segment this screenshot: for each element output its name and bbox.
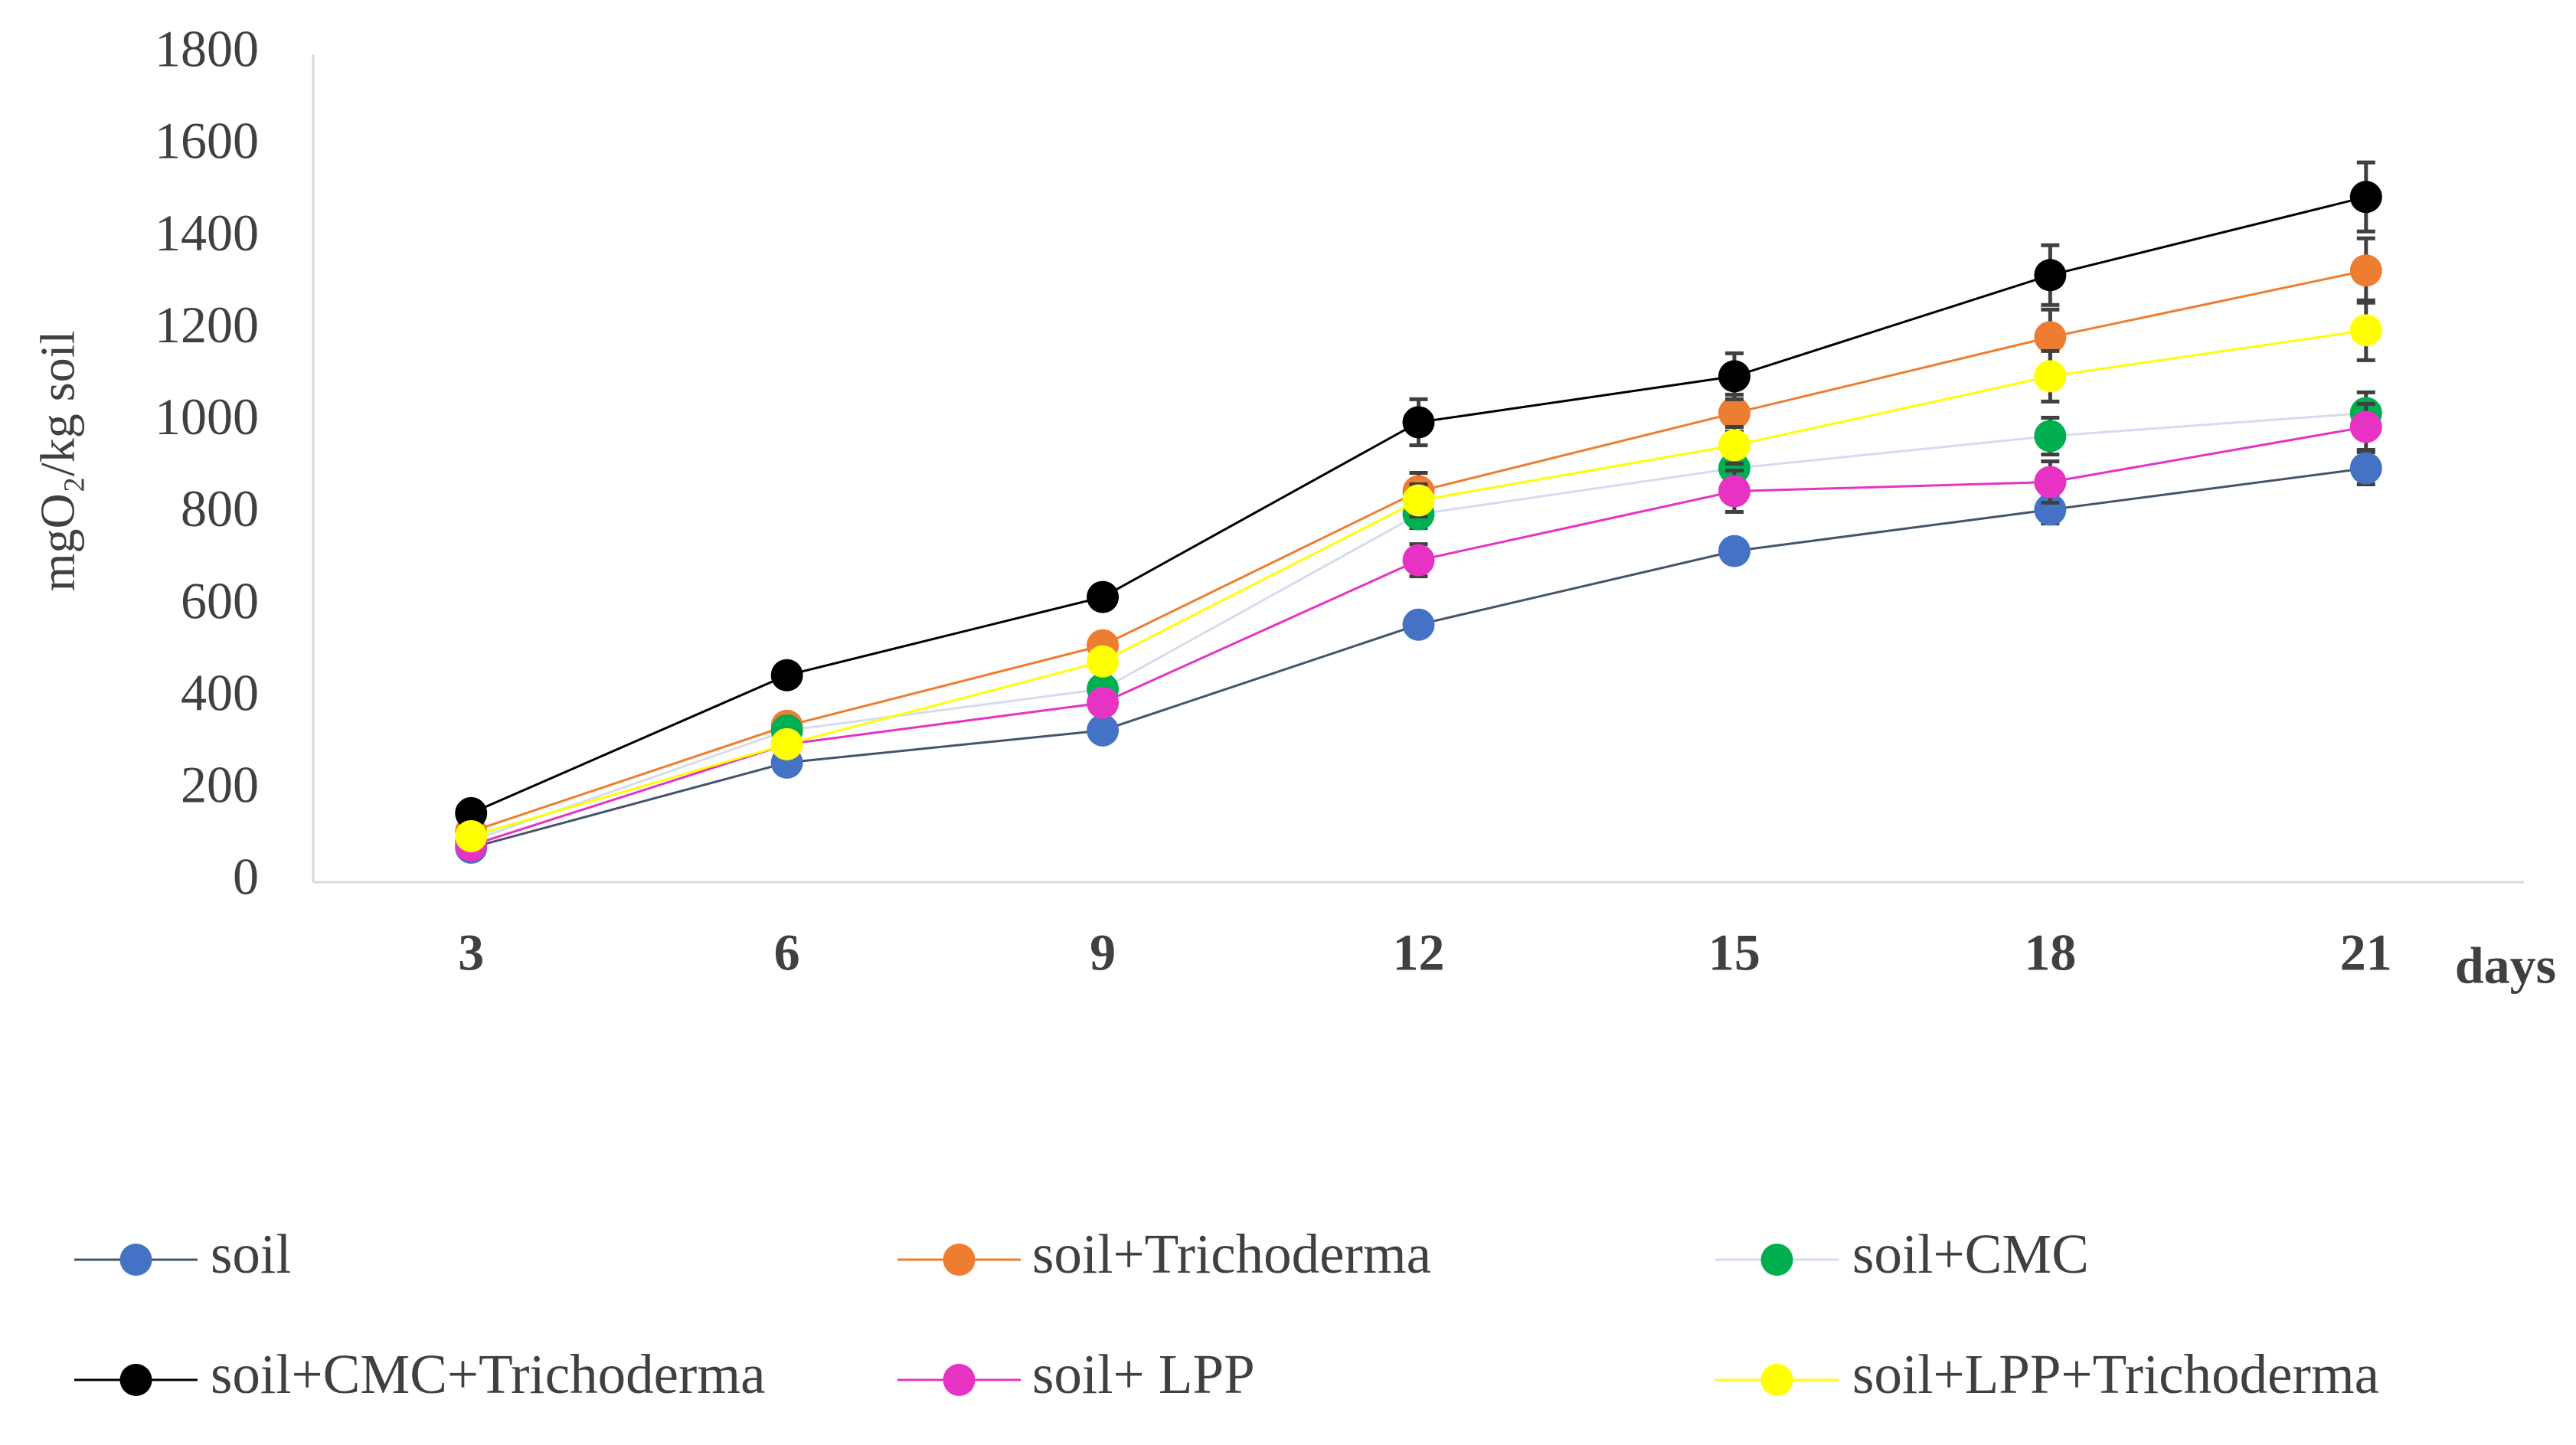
y-tick-label: 600 (181, 571, 259, 629)
marker (1402, 608, 1435, 641)
y-tick-label: 1200 (155, 296, 259, 354)
x-tick-label: 3 (458, 924, 484, 982)
marker (770, 727, 803, 760)
legend-marker (119, 1364, 152, 1396)
marker (1718, 429, 1751, 462)
legend-marker (943, 1364, 976, 1396)
legend-label: soil+CMC+Trichoderma (211, 1343, 766, 1405)
marker (455, 819, 488, 852)
y-tick-label: 800 (181, 479, 259, 538)
marker (1718, 535, 1751, 567)
x-tick-label: 18 (2024, 924, 2076, 982)
legend-label: soil+LPP+Trichoderma (1852, 1343, 2379, 1405)
series (455, 298, 2382, 852)
y-tick-label: 1800 (155, 20, 259, 78)
marker (2349, 181, 2382, 214)
x-tick-label: 21 (2340, 924, 2392, 982)
series (455, 160, 2382, 829)
y-axis-label: mgO₂/kg soil (31, 331, 85, 592)
marker (1087, 645, 1120, 678)
legend-marker (1760, 1244, 1793, 1276)
legend-label: soil+ LPP (1032, 1343, 1255, 1405)
legend-item: soil (74, 1223, 291, 1285)
legend-marker (943, 1244, 976, 1276)
y-tick-label: 0 (233, 848, 259, 906)
legend-label: soil+CMC (1852, 1223, 2089, 1285)
marker (1718, 452, 1751, 485)
marker (1087, 714, 1120, 747)
marker (1087, 686, 1120, 719)
y-tick-label: 200 (181, 755, 259, 813)
marker (2034, 360, 2067, 393)
legend-label: soil+Trichoderma (1032, 1223, 1431, 1285)
marker (770, 659, 803, 691)
legend-item: soil+LPP+Trichoderma (1715, 1343, 2379, 1405)
marker (2349, 452, 2382, 485)
legend-item: soil+Trichoderma (897, 1223, 1431, 1285)
marker (2034, 259, 2067, 292)
marker (2034, 466, 2067, 499)
marker (2349, 410, 2382, 443)
marker (455, 796, 488, 829)
marker (1718, 475, 1751, 508)
y-tick-label: 400 (181, 663, 259, 721)
x-tick-label: 9 (1090, 924, 1116, 982)
marker (2349, 314, 2382, 347)
marker (2034, 321, 2067, 354)
marker (1087, 580, 1120, 613)
legend-marker (1760, 1364, 1793, 1396)
marker (2034, 420, 2067, 453)
marker (2349, 254, 2382, 287)
y-tick-label: 1600 (155, 112, 259, 170)
legend-item: soil+ LPP (897, 1343, 1255, 1405)
marker (1402, 544, 1435, 577)
legend-item: soil+CMC (1715, 1223, 2089, 1285)
legend-marker (119, 1244, 152, 1276)
x-tick-label: 6 (774, 924, 800, 982)
marker (1402, 406, 1435, 439)
marker (1718, 397, 1751, 430)
x-tick-label: 15 (1708, 924, 1760, 982)
marker (1402, 484, 1435, 517)
legend-item: soil+CMC+Trichoderma (74, 1343, 766, 1405)
x-tick-label: 12 (1393, 924, 1445, 982)
x-axis-label: days (2455, 937, 2556, 995)
legend-label: soil (211, 1223, 291, 1285)
marker (1718, 360, 1751, 393)
y-tick-label: 1000 (155, 387, 259, 446)
y-tick-label: 1400 (155, 204, 259, 262)
